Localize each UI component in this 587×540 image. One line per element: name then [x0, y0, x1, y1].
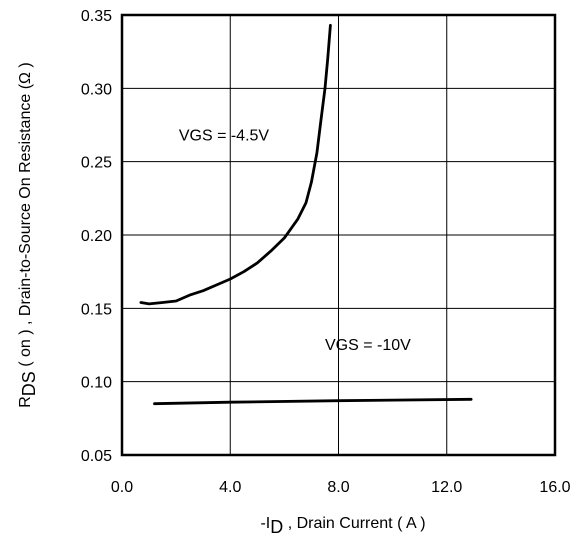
x-tick-label: 16.0	[539, 479, 570, 496]
y-tick-label: 0.10	[81, 375, 112, 392]
y-tick-label: 0.05	[81, 448, 112, 465]
x-axis-title-prefix: -I	[260, 515, 270, 532]
plot-frame	[120, 13, 557, 457]
x-tick-label: 4.0	[219, 479, 241, 496]
series-line-1	[139, 23, 332, 306]
x-axis-title-subscript: D	[270, 517, 283, 537]
x-axis-title: -ID , Drain Current ( A )	[260, 515, 425, 537]
x-tick-label: 8.0	[327, 479, 349, 496]
x-tick-label: 0.0	[111, 479, 133, 496]
series-label-2: VGS = -10V	[325, 337, 411, 354]
series-annotations: VGS = -4.5V VGS = -10V	[179, 127, 411, 354]
series-label-1: VGS = -4.5V	[179, 127, 270, 144]
y-tick-label: 0.35	[81, 8, 112, 25]
y-tick-label: 0.20	[81, 228, 112, 245]
y-axis-title: RDS ( on ) , Drain-to-Source On Resistan…	[17, 62, 39, 408]
series-line-2	[153, 397, 473, 406]
y-axis-title-prefix: R	[17, 396, 34, 408]
y-axis-title-subscript: DS	[19, 371, 39, 396]
x-tick-label: 12.0	[431, 479, 462, 496]
y-tick-label: 0.30	[81, 81, 112, 98]
y-axis-title-suffix: ( on ) , Drain-to-Source On Resistance (…	[17, 62, 34, 371]
x-axis-title-suffix: , Drain Current ( A )	[283, 515, 425, 532]
x-tick-labels: 0.0 4.0 8.0 12.0 16.0	[111, 479, 571, 496]
series-group	[139, 23, 473, 406]
y-tick-label: 0.15	[81, 301, 112, 318]
y-tick-labels: 0.05 0.10 0.15 0.20 0.25 0.30 0.35	[81, 8, 112, 465]
y-tick-label: 0.25	[81, 155, 112, 172]
grid	[122, 15, 555, 455]
